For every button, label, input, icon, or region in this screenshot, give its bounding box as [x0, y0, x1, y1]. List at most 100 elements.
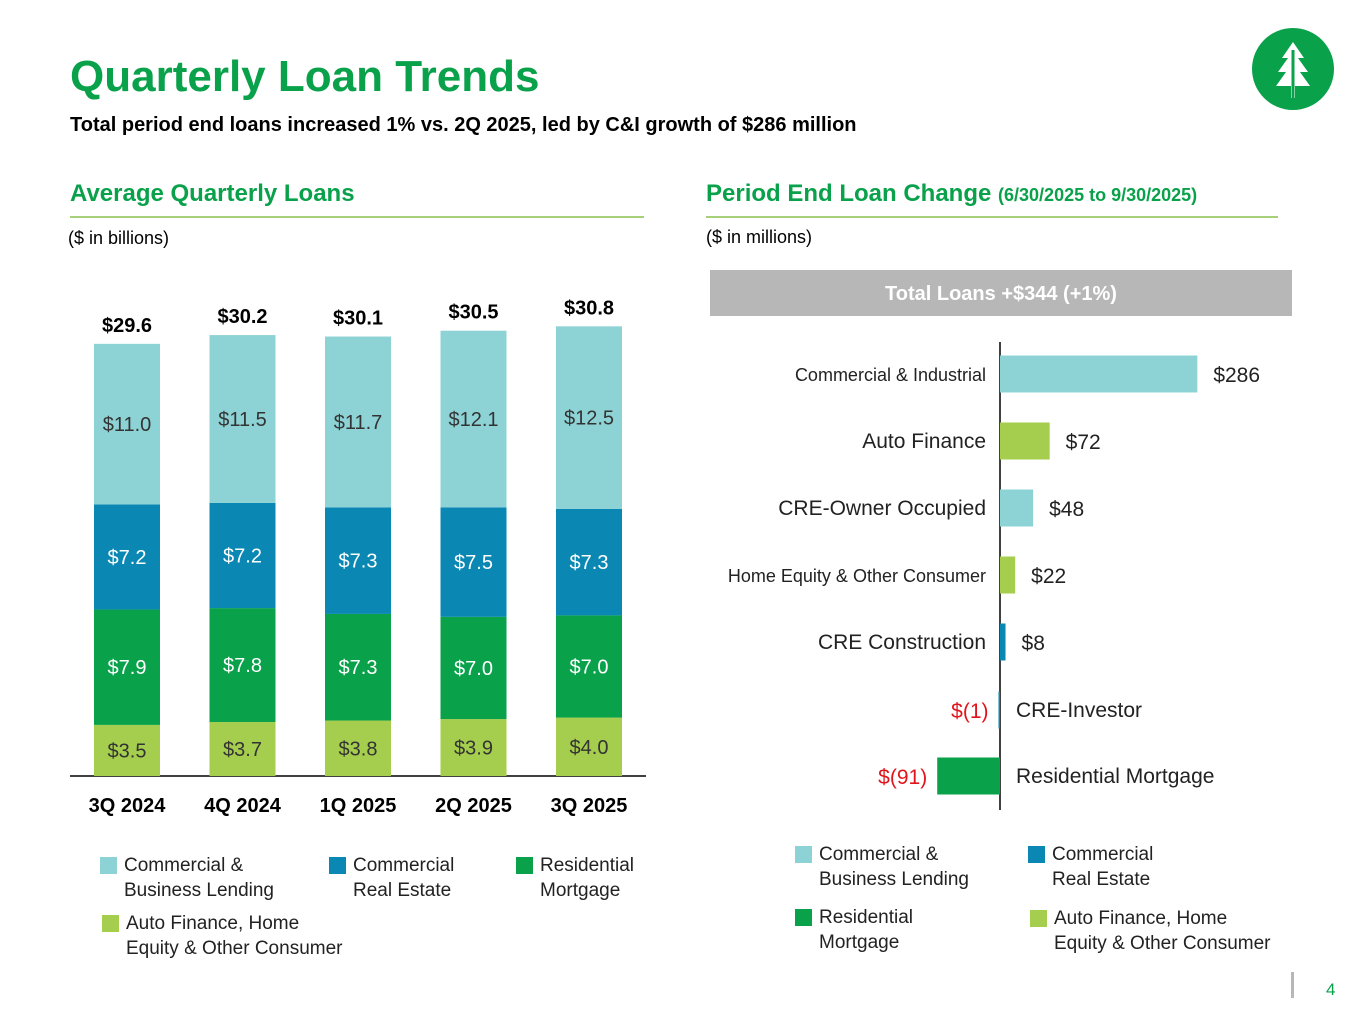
legend-swatch: [100, 857, 117, 874]
change-value-label: $22: [1031, 565, 1066, 588]
legend-label: Commercial & Business Lending: [124, 855, 274, 901]
legend-label: Commercial Real Estate: [353, 855, 455, 901]
segment-value-label: $7.0: [570, 657, 609, 679]
left-unit-label: ($ in billions): [68, 228, 170, 248]
legend-swatch: [1028, 846, 1045, 863]
right-unit-label: ($ in millions): [706, 227, 813, 247]
category-label: Commercial & Industrial: [795, 365, 986, 385]
segment-value-label: $12.1: [448, 409, 498, 431]
right-section-title-dates: (6/30/2025 to 9/30/2025): [998, 185, 1198, 205]
segment-value-label: $7.8: [223, 655, 262, 677]
x-tick-label: 3Q 2025: [551, 795, 628, 817]
total-loans-banner: Total Loans +$344 (+1%): [710, 270, 1292, 316]
legend-swatch: [516, 857, 533, 874]
bar-segment: [440, 719, 507, 776]
bar-total-label: $30.1: [333, 308, 383, 330]
change-value-label: $48: [1049, 498, 1084, 521]
category-label: CRE-Owner Occupied: [778, 497, 986, 520]
bar-segment: [209, 335, 276, 503]
bar-segment: [440, 330, 507, 508]
segment-value-label: $11.7: [334, 412, 383, 434]
bar-segment: [556, 326, 622, 509]
legend-swatch: [795, 846, 812, 863]
legend-label: Auto Finance, Home Equity & Other Consum…: [126, 913, 343, 959]
segment-value-label: $7.3: [339, 551, 378, 573]
change-bar: [1000, 422, 1050, 460]
change-bar: [1000, 355, 1198, 393]
page-title: Quarterly Loan Trends: [70, 52, 540, 101]
bar-segment: [209, 721, 276, 776]
bar-segment: [94, 609, 160, 725]
segment-value-label: $7.3: [339, 657, 378, 679]
x-tick-label: 2Q 2025: [435, 795, 512, 817]
right-section-divider: [706, 216, 1278, 218]
bar-segment: [556, 615, 622, 718]
bar-total-label: $30.5: [448, 302, 498, 324]
bar-segment: [209, 502, 276, 609]
segment-value-label: $4.0: [570, 737, 609, 759]
segment-value-label: $3.5: [108, 740, 147, 762]
change-value-label: $8: [1022, 632, 1045, 655]
change-value-label: $286: [1213, 364, 1260, 387]
legend-label: Residential Mortgage: [819, 907, 913, 953]
page-number: 4: [1326, 980, 1336, 999]
legend-label: Commercial Real Estate: [1052, 844, 1154, 890]
change-bar: [937, 757, 1000, 795]
legend-label: Residential Mortgage: [540, 855, 634, 901]
category-label: Home Equity & Other Consumer: [728, 566, 986, 586]
tree-logo-icon: [1276, 42, 1310, 98]
segment-value-label: $7.2: [108, 547, 147, 569]
change-bar: [1000, 623, 1006, 661]
brand-logo: [1252, 28, 1334, 110]
legend-label: Commercial & Business Lending: [819, 844, 969, 890]
legend-swatch: [1030, 910, 1047, 927]
page-subtitle: Total period end loans increased 1% vs. …: [70, 114, 857, 136]
category-label: Auto Finance: [862, 430, 986, 453]
segment-value-label: $7.2: [223, 546, 262, 568]
segment-value-label: $11.5: [218, 409, 267, 431]
bar-segment: [556, 717, 622, 776]
category-label: CRE-Investor: [1016, 699, 1142, 722]
category-label: CRE Construction: [818, 631, 986, 654]
legend-label: Auto Finance, Home Equity & Other Consum…: [1054, 908, 1271, 954]
segment-value-label: $11.0: [103, 414, 152, 436]
bar-total-label: $30.2: [217, 306, 267, 328]
bar-segment: [440, 507, 507, 617]
segment-value-label: $3.8: [339, 738, 378, 760]
loan-change-chart: Commercial & Industrial $286 Auto Finance $…: [728, 342, 1260, 810]
segment-value-label: $7.0: [454, 658, 493, 680]
right-section-title: Period End Loan Change (6/30/2025 to 9/3…: [706, 180, 1197, 208]
left-section-divider: [70, 216, 644, 218]
change-bar: [998, 691, 1000, 729]
bar-segment: [325, 507, 391, 614]
change-value-label: $72: [1066, 431, 1101, 454]
bar-segment: [94, 343, 160, 505]
x-tick-label: 3Q 2024: [89, 795, 167, 817]
change-value-label: $(1): [951, 700, 988, 723]
left-section-title: Average Quarterly Loans: [70, 180, 355, 207]
bar-segment: [94, 504, 160, 610]
right-section-title-main: Period End Loan Change: [706, 180, 992, 207]
bar-total-label: $29.6: [102, 315, 152, 337]
segment-value-label: $7.5: [454, 552, 493, 574]
segment-value-label: $12.5: [564, 408, 614, 430]
bar-segment: [325, 720, 391, 776]
legend-swatch: [329, 857, 346, 874]
legend-swatch: [795, 909, 812, 926]
change-value-label: $(91): [878, 766, 927, 789]
x-tick-label: 1Q 2025: [320, 795, 397, 817]
bar-segment: [440, 616, 507, 720]
bar-segment: [325, 336, 391, 508]
segment-value-label: $3.9: [454, 738, 493, 760]
bar-total-label: $30.8: [564, 297, 614, 319]
segment-value-label: $3.7: [223, 739, 262, 761]
bar-segment: [556, 508, 622, 616]
segment-value-label: $7.3: [570, 552, 609, 574]
average-loans-chart: $3.5 $7.9 $7.2 $11.0 $29.6 3Q 2024 $3.7 $7.8 $7.…: [70, 297, 646, 817]
bar-segment: [209, 608, 276, 722]
x-tick-label: 4Q 2024: [204, 795, 282, 817]
segment-value-label: $7.9: [108, 657, 147, 679]
change-bar: [1000, 556, 1016, 594]
page-number-divider: [1291, 972, 1294, 998]
category-label: Residential Mortgage: [1016, 765, 1214, 788]
